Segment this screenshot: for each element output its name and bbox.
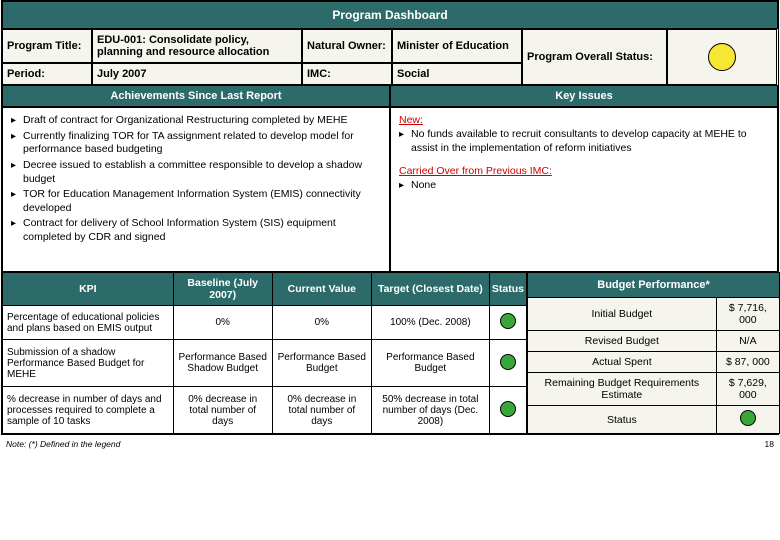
dashboard-title: Program Dashboard (2, 1, 778, 29)
new-issue-item: No funds available to recruit consultant… (399, 128, 769, 155)
achievement-item: Decree issued to establish a committee r… (11, 159, 381, 186)
info-grid: Program Title: EDU-001: Consolidate poli… (2, 29, 778, 85)
budget-value: $ 87, 000 (716, 352, 779, 373)
achievement-item: Currently finalizing TOR for TA assignme… (11, 130, 381, 157)
budget-label: Revised Budget (528, 331, 717, 352)
kpi-current: 0% decrease in total number of days (272, 387, 371, 434)
mid-section: Achievements Since Last Report Draft of … (2, 85, 778, 272)
budget-label: Initial Budget (528, 298, 717, 331)
kpi-name: Percentage of educational policies and p… (3, 306, 174, 340)
kpi-name: Submission of a shadow Performance Based… (3, 340, 174, 387)
owner-label: Natural Owner: (302, 29, 392, 63)
kpi-column-header: Current Value (272, 273, 371, 306)
budget-row: Status (528, 406, 780, 434)
issues-header: Key Issues (390, 85, 778, 107)
program-title-value: EDU-001: Consolidate policy, planning an… (92, 29, 302, 63)
imc-label: IMC: (302, 63, 392, 85)
new-issues-label: New: (399, 114, 769, 126)
achievements-header: Achievements Since Last Report (2, 85, 390, 107)
achievement-item: Draft of contract for Organizational Res… (11, 114, 381, 128)
budget-row: Actual Spent$ 87, 000 (528, 352, 780, 373)
kpi-target: 50% decrease in total number of days (De… (371, 387, 489, 434)
bottom-section: KPIBaseline (July 2007)Current ValueTarg… (2, 272, 778, 434)
carry-issue-item: None (399, 179, 769, 193)
achievements-body: Draft of contract for Organizational Res… (2, 107, 390, 272)
kpi-row: Submission of a shadow Performance Based… (3, 340, 527, 387)
kpi-name: % decrease in number of days and process… (3, 387, 174, 434)
kpi-row: % decrease in number of days and process… (3, 387, 527, 434)
kpi-baseline: 0% decrease in total number of days (173, 387, 272, 434)
footer: Note: (*) Defined in the legend 18 (0, 435, 780, 453)
kpi-column-header: Status (489, 273, 526, 306)
period-label: Period: (2, 63, 92, 85)
program-title-label: Program Title: (2, 29, 92, 63)
kpi-row: Percentage of educational policies and p… (3, 306, 527, 340)
kpi-baseline: Performance Based Shadow Budget (173, 340, 272, 387)
budget-label: Remaining Budget Requirements Estimate (528, 373, 717, 406)
kpi-target: Performance Based Budget (371, 340, 489, 387)
kpi-status (489, 306, 526, 340)
budget-row: Remaining Budget Requirements Estimate$ … (528, 373, 780, 406)
budget-value (716, 406, 779, 434)
footer-note: Note: (*) Defined in the legend (6, 439, 120, 449)
achievement-item: Contract for delivery of School Informat… (11, 217, 381, 244)
achievement-item: TOR for Education Management Information… (11, 188, 381, 215)
budget-row: Revised BudgetN/A (528, 331, 780, 352)
kpi-current: Performance Based Budget (272, 340, 371, 387)
kpi-current: 0% (272, 306, 371, 340)
budget-table: Budget Performance* Initial Budget$ 7,71… (527, 272, 780, 434)
carry-issues-label: Carried Over from Previous IMC: (399, 165, 769, 177)
status-indicator (667, 29, 777, 85)
kpi-status (489, 387, 526, 434)
kpi-target: 100% (Dec. 2008) (371, 306, 489, 340)
budget-label: Actual Spent (528, 352, 717, 373)
imc-value: Social (392, 63, 522, 85)
budget-label: Status (528, 406, 717, 434)
owner-value: Minister of Education (392, 29, 522, 63)
kpi-column-header: KPI (3, 273, 174, 306)
issues-col: Key Issues New: No funds available to re… (390, 85, 778, 272)
dashboard-container: Program Dashboard Program Title: EDU-001… (1, 0, 779, 435)
kpi-column-header: Target (Closest Date) (371, 273, 489, 306)
budget-value: N/A (716, 331, 779, 352)
achievements-col: Achievements Since Last Report Draft of … (2, 85, 390, 272)
budget-value: $ 7,716, 000 (716, 298, 779, 331)
kpi-column-header: Baseline (July 2007) (173, 273, 272, 306)
budget-value: $ 7,629, 000 (716, 373, 779, 406)
status-label: Program Overall Status: (522, 29, 667, 85)
page-number: 18 (765, 439, 774, 449)
period-value: July 2007 (92, 63, 302, 85)
kpi-status (489, 340, 526, 387)
issues-body: New: No funds available to recruit consu… (390, 107, 778, 272)
budget-row: Initial Budget$ 7,716, 000 (528, 298, 780, 331)
budget-header: Budget Performance* (528, 273, 780, 298)
kpi-table: KPIBaseline (July 2007)Current ValueTarg… (2, 272, 527, 434)
kpi-baseline: 0% (173, 306, 272, 340)
